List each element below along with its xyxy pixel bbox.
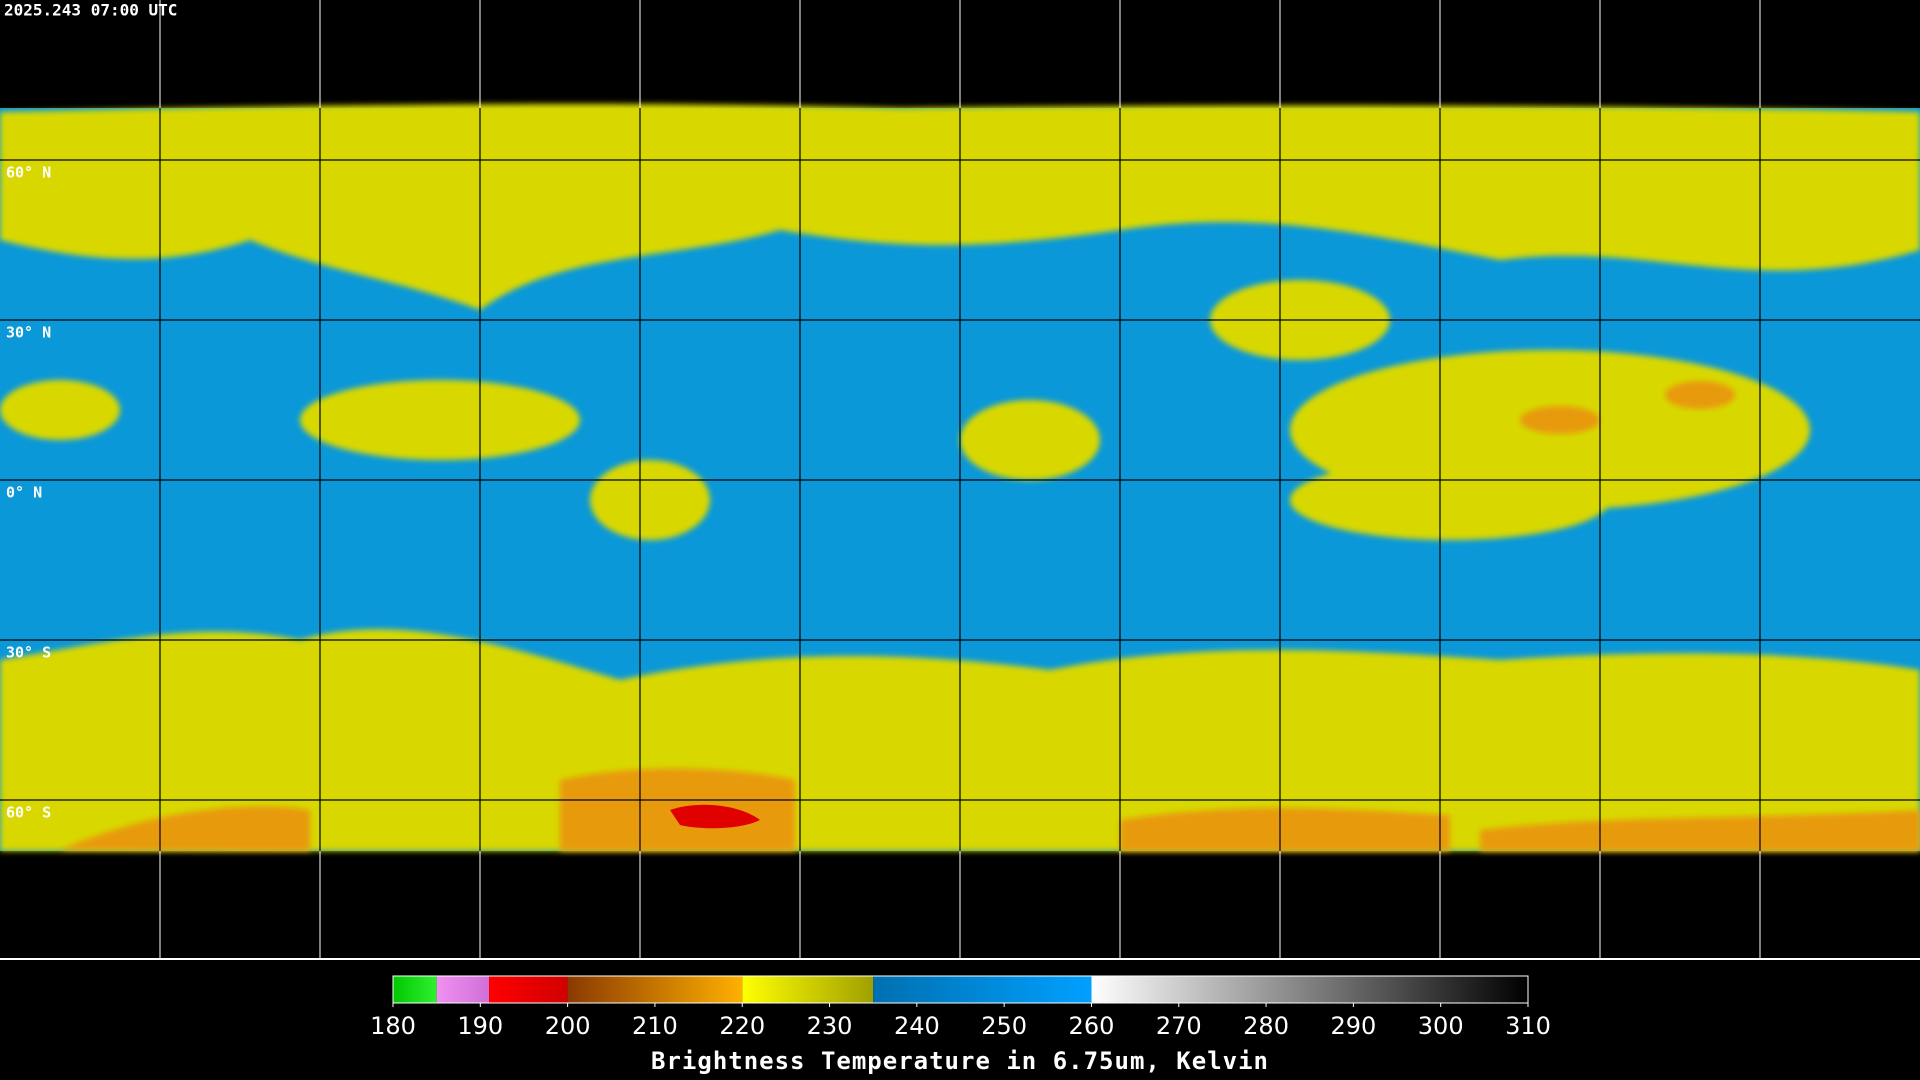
latitude-label: 30° N (6, 324, 51, 342)
colorbar-tick-label: 280 (1243, 1012, 1289, 1040)
latitude-label: 60° S (6, 804, 51, 822)
colorbar-frame (392, 975, 1529, 1004)
colorbar-tick-label: 190 (457, 1012, 503, 1040)
colorbar-segment (742, 976, 874, 1003)
colorbar-tick-label: 250 (981, 1012, 1027, 1040)
colorbar-tick-label: 230 (807, 1012, 853, 1040)
colorbar-tick-label: 290 (1330, 1012, 1376, 1040)
colorbar-tick-label: 300 (1418, 1012, 1464, 1040)
colorbar-segment (393, 976, 437, 1003)
colorbar-tick-label: 210 (632, 1012, 678, 1040)
colorbar-tick-label: 310 (1505, 1012, 1551, 1040)
colorbar-tick-label: 200 (545, 1012, 591, 1040)
latitude-label: 30° S (6, 644, 51, 662)
colorbar-segment (489, 976, 568, 1003)
colorbar-tick-label: 240 (894, 1012, 940, 1040)
colorbar-title: Brightness Temperature in 6.75um, Kelvin (651, 1047, 1269, 1075)
latitude-label: 0° N (6, 484, 42, 502)
colorbar-segment (436, 976, 490, 1003)
colorbar-segment (1091, 976, 1528, 1003)
colorbar-tick-label: 220 (719, 1012, 765, 1040)
cold-cloud-top (670, 804, 760, 829)
colorbar-segment (567, 976, 743, 1003)
latitude-labels: 60° N 30° N 0° N 30° S 60° S (6, 164, 51, 822)
timestamp: 2025.243 07:00 UTC (4, 1, 177, 20)
colorbar-tick-label: 270 (1156, 1012, 1202, 1040)
map-border (0, 958, 1920, 960)
colorbar: 180 190 200 210 220 230 240 250 260 270 280 290 300 3… (370, 975, 1551, 1040)
colorbar-segment (873, 976, 1092, 1003)
graticule-outside (159, 0, 1761, 958)
colorbar-tick-label: 260 (1069, 1012, 1115, 1040)
graticule (0, 108, 1920, 851)
latitude-label: 60° N (6, 164, 51, 182)
colorbar-tick-label: 180 (370, 1012, 416, 1040)
